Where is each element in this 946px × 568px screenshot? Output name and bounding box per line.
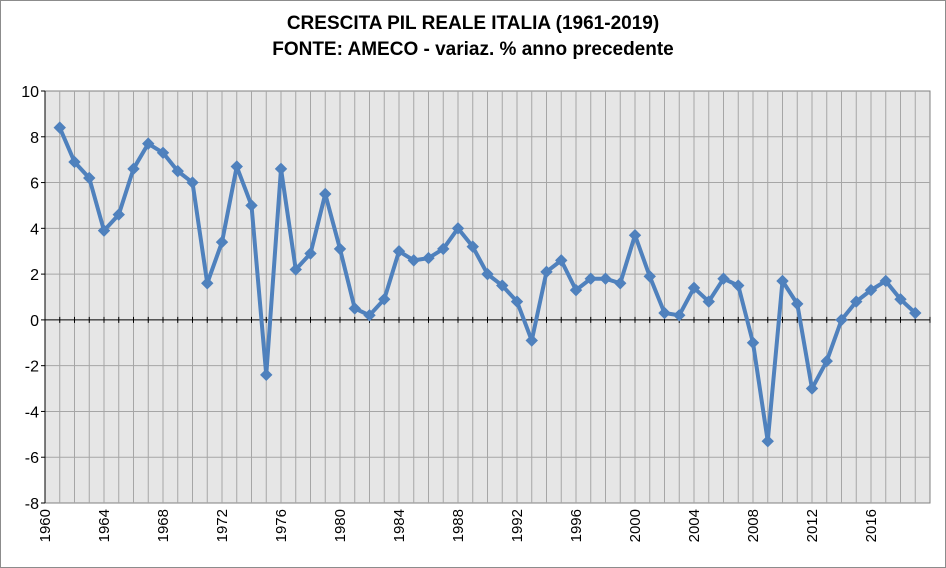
y-tick-label: -6 (25, 450, 39, 467)
x-tick-label: 1964 (96, 509, 113, 542)
data-point (127, 162, 140, 176)
data-point (378, 293, 391, 306)
data-point (909, 306, 922, 320)
x-tick-label: 1992 (509, 509, 526, 542)
y-tick-label: -2 (25, 359, 39, 376)
y-tick-label: 8 (30, 130, 39, 147)
x-tick-label: 2008 (745, 509, 762, 542)
data-point (687, 281, 701, 295)
data-point (776, 274, 789, 288)
data-point (68, 155, 81, 169)
data-point (245, 199, 258, 212)
data-point (304, 247, 317, 260)
x-tick-label: 1976 (273, 509, 290, 542)
x-tick-label: 1980 (332, 509, 349, 542)
data-point (83, 171, 96, 185)
x-tick-label: 2004 (686, 509, 703, 542)
data-point (289, 263, 302, 276)
data-point (879, 274, 892, 288)
y-tick-label: 10 (21, 84, 39, 101)
series-gdp-growth (53, 121, 922, 448)
data-point (732, 279, 745, 292)
x-tick-label: 1988 (450, 509, 467, 542)
data-point (584, 272, 597, 285)
data-point (614, 277, 627, 290)
data-point (274, 162, 288, 176)
data-point (201, 277, 214, 290)
data-point (171, 164, 184, 178)
data-point (466, 240, 479, 253)
data-point (319, 187, 332, 201)
data-point (142, 137, 155, 150)
data-point (864, 283, 878, 297)
data-point (569, 283, 583, 297)
data-point (850, 295, 863, 308)
y-axis-ticks: -8 -6 -4 -2 0 2 4 6 8 10 (21, 84, 45, 513)
data-point (673, 309, 686, 322)
data-point (658, 306, 671, 320)
y-tick-label: -8 (25, 496, 39, 513)
x-tick-label: 2000 (627, 509, 644, 542)
grid-lines (45, 91, 930, 503)
data-point (805, 382, 819, 395)
x-tick-label: 1968 (155, 509, 172, 542)
y-tick-label: 4 (30, 221, 39, 238)
data-point (186, 176, 199, 189)
chart-title-block: CRESCITA PIL REALE ITALIA (1961-2019) FO… (1, 11, 945, 63)
chart-subtitle: FONTE: AMECO - variaz. % anno precedente (272, 39, 674, 60)
data-point (333, 242, 347, 256)
data-point (761, 434, 774, 448)
data-point (510, 295, 524, 308)
data-point (437, 242, 450, 256)
y-tick-label: -4 (25, 404, 39, 421)
data-point (835, 313, 848, 327)
data-point (112, 208, 125, 221)
data-point (599, 272, 612, 285)
data-point (53, 121, 66, 134)
x-tick-label: 2012 (804, 509, 821, 542)
data-point (746, 336, 760, 349)
data-point (215, 235, 229, 249)
y-tick-label: 2 (30, 267, 39, 284)
data-point (894, 293, 907, 306)
data-point (820, 354, 833, 368)
chart-title: CRESCITA PIL REALE ITALIA (1961-2019) (286, 13, 660, 34)
data-point (717, 272, 730, 285)
data-point (156, 146, 170, 160)
data-point (791, 297, 804, 311)
data-point (363, 309, 376, 322)
data-point (628, 228, 642, 242)
data-point (540, 265, 553, 279)
data-point (525, 334, 538, 347)
y-tick-label: 0 (30, 313, 39, 330)
x-axis-ticks: 1960 1964 1968 1972 1976 1980 1984 1988 1992 1996… (37, 509, 880, 542)
x-tick-label: 2016 (863, 509, 880, 542)
data-point (496, 279, 509, 292)
data-point (348, 302, 361, 315)
data-point (422, 251, 435, 265)
y-tick-label: 6 (30, 176, 39, 193)
data-point (643, 270, 656, 283)
data-point (260, 368, 273, 382)
data-point (451, 222, 465, 235)
data-point (481, 267, 494, 281)
data-point (555, 254, 568, 267)
data-point (97, 224, 111, 237)
x-tick-label: 1996 (568, 509, 585, 542)
x-tick-label: 1960 (37, 509, 54, 542)
data-point (407, 254, 420, 267)
data-point (392, 245, 406, 258)
data-point (702, 295, 715, 308)
data-point (230, 160, 243, 173)
x-tick-label: 1972 (214, 509, 231, 542)
x-tick-label: 1984 (391, 509, 408, 542)
